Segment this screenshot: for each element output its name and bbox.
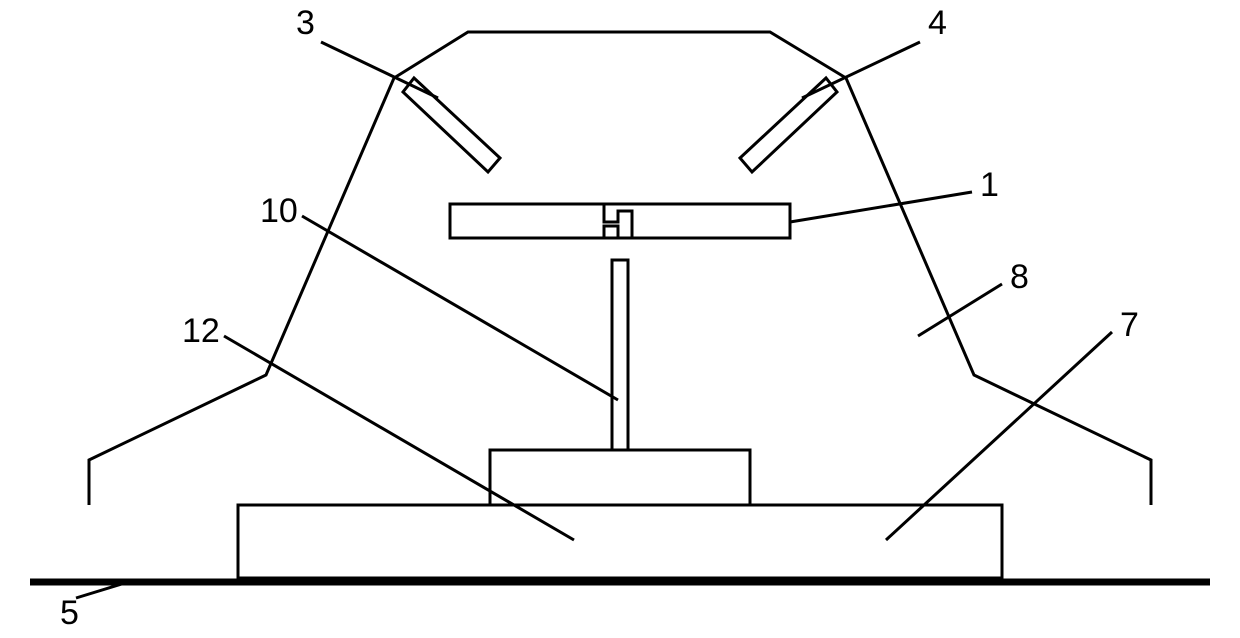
technical-drawing: 3 4 1 8 7 10 12 5 [0,0,1240,638]
leader-line-10 [302,216,618,400]
label-12: 12 [182,312,220,350]
label-4: 4 [928,4,947,42]
label-10: 10 [260,192,298,230]
center-post [612,260,628,450]
diag-bar-right [740,78,837,172]
pedestal-lower [238,505,1002,578]
leader-line-1 [790,192,972,222]
label-8: 8 [1010,258,1029,296]
label-5: 5 [60,594,79,632]
label-7: 7 [1120,306,1139,344]
leader-line-4 [802,42,920,98]
pedestal-upper [490,450,750,505]
leader-line-8 [918,284,1002,336]
diag-bar-left [403,78,500,172]
leader-line-3 [321,42,438,98]
label-1: 1 [980,166,999,204]
label-3: 3 [296,4,315,42]
split-shelf [450,204,790,238]
